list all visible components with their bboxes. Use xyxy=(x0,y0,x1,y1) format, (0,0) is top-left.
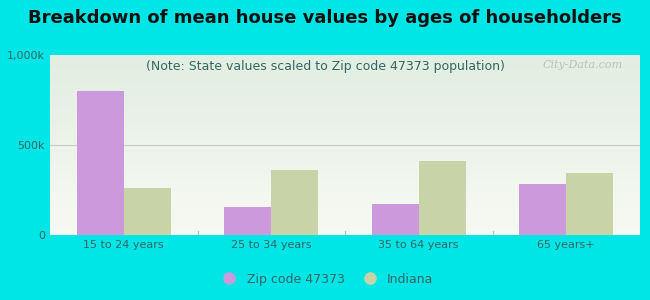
Text: Breakdown of mean house values by ages of householders: Breakdown of mean house values by ages o… xyxy=(28,9,622,27)
Text: (Note: State values scaled to Zip code 47373 population): (Note: State values scaled to Zip code 4… xyxy=(146,60,504,73)
Bar xyxy=(77,91,124,235)
Legend: Zip code 47373, Indiana: Zip code 47373, Indiana xyxy=(212,268,438,291)
Bar xyxy=(224,207,271,235)
Bar xyxy=(124,188,171,235)
Bar xyxy=(372,203,419,235)
Bar xyxy=(519,184,566,235)
Bar xyxy=(566,173,614,235)
Text: City-Data.com: City-Data.com xyxy=(542,60,622,70)
Bar xyxy=(271,170,318,235)
Bar xyxy=(419,161,466,235)
